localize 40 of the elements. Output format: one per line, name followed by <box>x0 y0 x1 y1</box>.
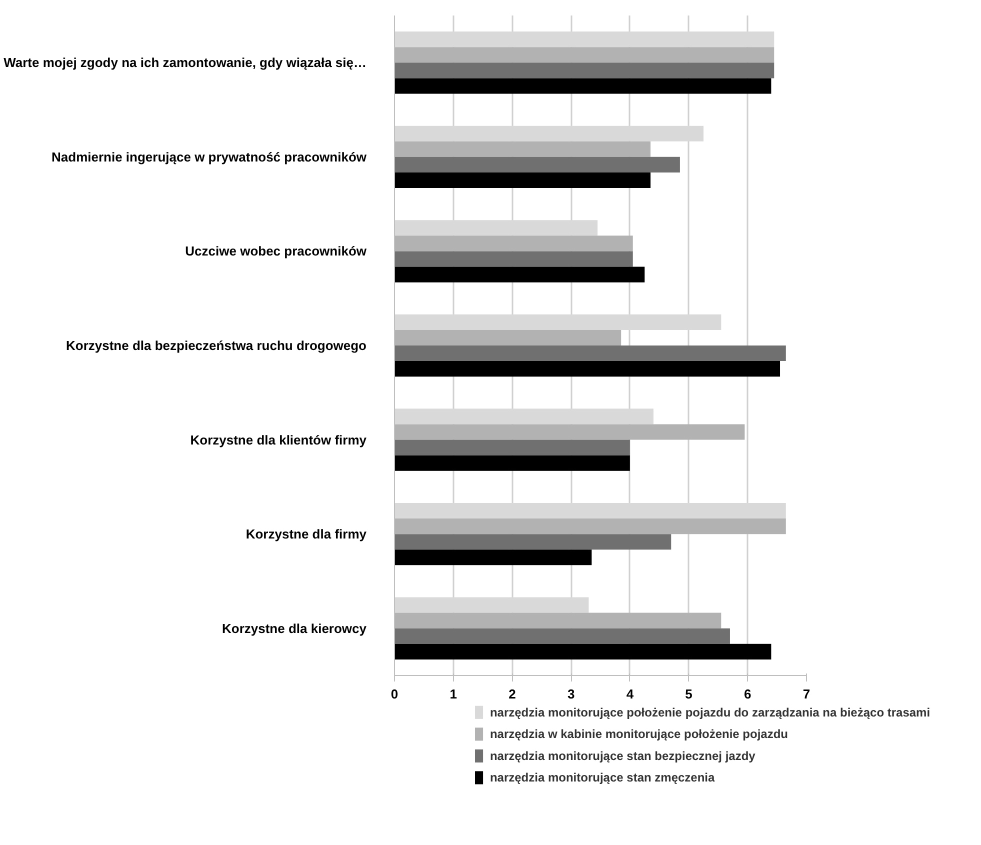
x-tick-label: 1 <box>450 686 457 702</box>
bar <box>394 518 786 534</box>
x-tick-label: 6 <box>744 686 752 702</box>
y-tick-label: Korzystne dla bezpieczeństwa ruchu drogowego <box>66 338 367 353</box>
x-tick-label: 0 <box>390 686 398 702</box>
y-tick-label: Uczciwe wobec pracowników <box>185 244 368 259</box>
y-tick-label: Nadmiernie ingerujące w prywatność pracowników <box>52 149 368 164</box>
y-tick-label: Korzystne dla klientów firmy <box>190 432 368 448</box>
y-tick-label: Warte mojej zgody na ich zamontowanie, gdy wiązała się… <box>4 55 367 70</box>
legend-label: narzędzia monitorujące stan zmęczenia <box>490 770 716 785</box>
bar <box>394 424 745 440</box>
x-tick-label: 7 <box>802 686 810 702</box>
bar <box>394 251 633 267</box>
bar <box>394 172 651 188</box>
bar <box>394 628 730 644</box>
bar <box>394 266 645 282</box>
bar <box>394 62 774 78</box>
bar <box>394 47 774 63</box>
bar <box>394 361 780 377</box>
legend-label: narzędzia monitorujące stan bezpiecznej jazdy <box>490 748 756 763</box>
y-tick-label: Korzystne dla firmy <box>246 526 368 542</box>
bar <box>394 455 630 471</box>
bar <box>394 550 592 566</box>
legend-label: narzędzia w kabinie monitorujące położenie pojazdu <box>490 727 788 742</box>
x-tick-label: 4 <box>626 686 634 702</box>
y-tick-label: Korzystne dla kierowcy <box>222 620 368 636</box>
legend-label: narzędzia monitorujące położenie pojazdu do zarządzania na bieżąco trasami <box>490 705 930 720</box>
x-tick-label: 5 <box>685 686 692 702</box>
bar <box>394 236 633 252</box>
bar <box>394 156 680 172</box>
bar <box>394 440 630 456</box>
bar <box>394 330 622 346</box>
bar <box>394 534 672 550</box>
x-tick-label: 2 <box>508 686 516 702</box>
bar <box>394 346 786 362</box>
x-tick-label: 3 <box>567 686 575 702</box>
bar <box>394 644 772 660</box>
bar <box>394 612 722 628</box>
bar <box>394 78 772 94</box>
bar <box>394 141 651 157</box>
